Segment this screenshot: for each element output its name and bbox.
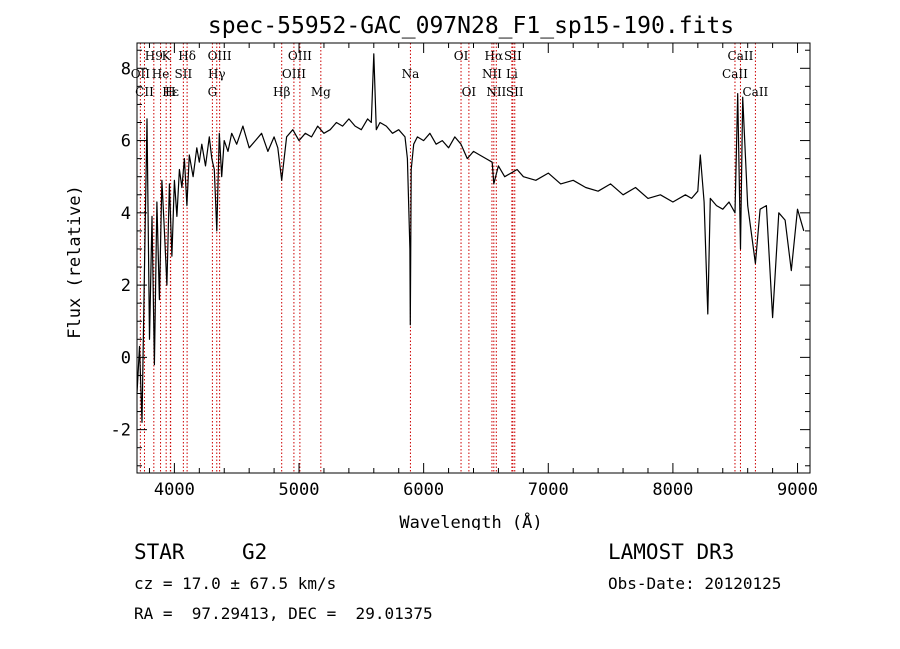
line-marker-label: K bbox=[162, 49, 172, 63]
axes: 4000 5000 6000 7000 8000 9000 -2 0 2 4 6 8 bbox=[111, 42, 818, 500]
x-tick-label: 7000 bbox=[528, 480, 569, 500]
line-marker-label: OIII bbox=[282, 67, 306, 81]
line-marker-label: OIII bbox=[208, 49, 232, 63]
x-axis-label: Wavelength (Å) bbox=[399, 511, 542, 530]
y-axis-label: Flux (relative) bbox=[65, 185, 85, 339]
survey-name: LAMOST DR3 bbox=[608, 540, 735, 564]
line-marker-label: OIII bbox=[288, 49, 312, 63]
line-marker-label: G bbox=[208, 85, 218, 99]
line-marker-label: SII bbox=[504, 49, 522, 63]
y-tick-label: 6 bbox=[121, 132, 131, 152]
y-tick-label: 0 bbox=[121, 348, 131, 368]
spectrum-line bbox=[136, 53, 805, 423]
x-tick-label: 6000 bbox=[403, 480, 444, 500]
redshift-readout: cz = 17.0 ± 67.5 km/s bbox=[134, 574, 337, 593]
line-marker-label: OI bbox=[454, 49, 469, 63]
observation-date: Obs-Date: 20120125 bbox=[608, 574, 782, 593]
line-marker-label: NII bbox=[486, 85, 506, 99]
line-marker-label: Hβ bbox=[273, 85, 290, 99]
x-tick-label: 5000 bbox=[279, 480, 320, 500]
chart-title: spec-55952-GAC_097N28_F1_sp15-190.fits bbox=[208, 13, 734, 39]
spectrum-series bbox=[136, 53, 805, 423]
line-marker-label: CII bbox=[135, 85, 154, 99]
line-marker-label: H9 bbox=[145, 49, 163, 63]
line-marker-label: Hα bbox=[485, 49, 504, 63]
x-tick-label: 4000 bbox=[154, 480, 195, 500]
line-marker-label: CaII bbox=[742, 85, 768, 99]
line-marker-label: Hγ bbox=[208, 67, 226, 81]
line-marker-label: SII bbox=[175, 67, 193, 81]
line-marker-label: CaII bbox=[728, 49, 754, 63]
y-tick-label: 2 bbox=[121, 276, 131, 296]
line-marker-label: OI bbox=[462, 85, 477, 99]
line-marker-label: OII bbox=[131, 67, 151, 81]
object-subclass: G2 bbox=[242, 540, 268, 564]
spectrum-chart: spec-55952-GAC_097N28_F1_sp15-190.fits H… bbox=[65, 13, 818, 530]
line-marker-label: NII bbox=[482, 67, 502, 81]
line-marker-label: SII bbox=[506, 85, 524, 99]
line-marker-label: Hδ bbox=[178, 49, 196, 63]
y-tick-label: 8 bbox=[121, 59, 131, 79]
x-tick-label: 9000 bbox=[777, 480, 818, 500]
y-tick-label: 4 bbox=[121, 204, 131, 224]
object-class: STAR bbox=[134, 540, 185, 564]
line-marker-label: CaII bbox=[722, 67, 748, 81]
line-marker-label: H bbox=[165, 85, 175, 99]
line-marker-label: He bbox=[152, 67, 170, 81]
y-tick-label: -2 bbox=[111, 421, 131, 441]
coordinates-readout: RA = 97.29413, DEC = 29.01375 bbox=[134, 604, 433, 623]
line-marker-label: Na bbox=[402, 67, 420, 81]
x-tick-label: 8000 bbox=[652, 480, 693, 500]
line-marker-label: Mg bbox=[311, 85, 331, 99]
line-marker-label: Li bbox=[506, 67, 518, 81]
